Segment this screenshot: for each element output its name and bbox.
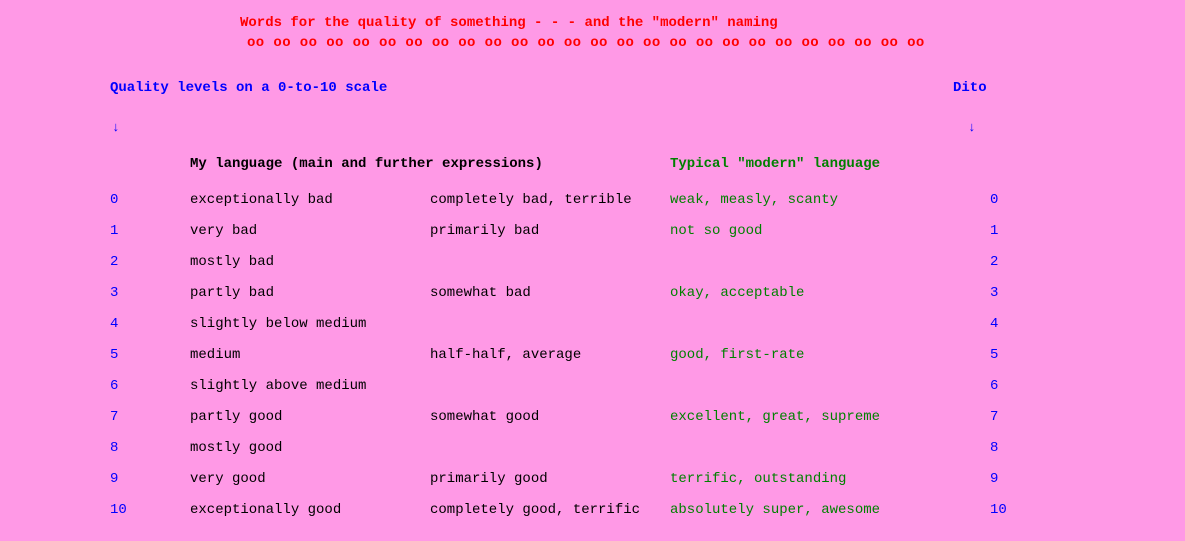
modern-expression: good, first-rate: [670, 346, 990, 366]
modern-expression: terrific, outstanding: [670, 470, 990, 490]
level-right: 3: [990, 284, 1020, 304]
further-expression: somewhat good: [430, 408, 670, 428]
main-expression: exceptionally good: [190, 501, 430, 521]
level-right: 6: [990, 377, 1020, 397]
level-right: 10: [990, 501, 1020, 521]
table-row: 0exceptionally badcompletely bad, terrib…: [110, 191, 1185, 222]
level-left: 10: [110, 501, 190, 521]
main-expression: very good: [190, 470, 430, 490]
further-expression: primarily good: [430, 470, 670, 490]
page-title: Words for the quality of something - - -…: [0, 14, 1185, 34]
further-expression: half-half, average: [430, 346, 670, 366]
level-right: 8: [990, 439, 1020, 459]
arrow-right: ↓: [968, 119, 976, 137]
level-left: 0: [110, 191, 190, 211]
level-left: 2: [110, 253, 190, 273]
modern-expression: weak, measly, scanty: [670, 191, 990, 211]
main-expression: mostly bad: [190, 253, 430, 273]
main-expression: medium: [190, 346, 430, 366]
modern-expression: okay, acceptable: [670, 284, 990, 304]
table-row: 10exceptionally goodcompletely good, ter…: [110, 501, 1185, 532]
level-left: 8: [110, 439, 190, 459]
modern-expression: not so good: [670, 222, 990, 242]
further-expression: primarily bad: [430, 222, 670, 242]
level-left: 7: [110, 408, 190, 428]
main-expression: partly bad: [190, 284, 430, 304]
main-expression: slightly below medium: [190, 315, 430, 335]
main-expression: partly good: [190, 408, 430, 428]
column-header-main: My language (main and further expression…: [190, 155, 670, 175]
level-right: 5: [990, 346, 1020, 366]
table-row: 7partly goodsomewhat goodexcellent, grea…: [110, 408, 1185, 439]
further-expression: completely bad, terrible: [430, 191, 670, 211]
column-header-gap: [110, 155, 190, 175]
modern-expression: absolutely super, awesome: [670, 501, 990, 521]
table-row: 6slightly above medium6: [110, 377, 1185, 408]
level-right: 9: [990, 470, 1020, 490]
quality-table-body: 0exceptionally badcompletely bad, terrib…: [0, 191, 1185, 532]
arrow-row: ↓ ↓: [0, 119, 1185, 137]
subheading-left: Quality levels on a 0-to-10 scale: [110, 79, 953, 99]
main-expression: slightly above medium: [190, 377, 430, 397]
level-left: 4: [110, 315, 190, 335]
main-expression: mostly good: [190, 439, 430, 459]
level-left: 5: [110, 346, 190, 366]
column-header-modern: Typical "modern" language: [670, 155, 880, 175]
level-left: 9: [110, 470, 190, 490]
level-right: 2: [990, 253, 1020, 273]
table-row: 5mediumhalf-half, averagegood, first-rat…: [110, 346, 1185, 377]
column-headers-row: My language (main and further expression…: [0, 155, 1185, 175]
level-left: 1: [110, 222, 190, 242]
title-ornament: oo oo oo oo oo oo oo oo oo oo oo oo oo o…: [0, 34, 1185, 54]
table-row: 4slightly below medium4: [110, 315, 1185, 346]
quality-scale-document: Words for the quality of something - - -…: [0, 0, 1185, 532]
level-right: 1: [990, 222, 1020, 242]
table-row: 2mostly bad2: [110, 253, 1185, 284]
further-expression: completely good, terrific: [430, 501, 670, 521]
level-right: 4: [990, 315, 1020, 335]
level-left: 6: [110, 377, 190, 397]
arrow-left: ↓: [112, 119, 968, 137]
further-expression: somewhat bad: [430, 284, 670, 304]
main-expression: exceptionally bad: [190, 191, 430, 211]
table-row: 3partly badsomewhat badokay, acceptable3: [110, 284, 1185, 315]
level-left: 3: [110, 284, 190, 304]
modern-expression: excellent, great, supreme: [670, 408, 990, 428]
table-row: 1very badprimarily badnot so good1: [110, 222, 1185, 253]
subheading-right: Dito: [953, 79, 987, 99]
level-right: 0: [990, 191, 1020, 211]
main-expression: very bad: [190, 222, 430, 242]
table-row: 9very goodprimarily goodterrific, outsta…: [110, 470, 1185, 501]
level-right: 7: [990, 408, 1020, 428]
subheading-row: Quality levels on a 0-to-10 scale Dito: [0, 79, 1185, 99]
table-row: 8mostly good8: [110, 439, 1185, 470]
